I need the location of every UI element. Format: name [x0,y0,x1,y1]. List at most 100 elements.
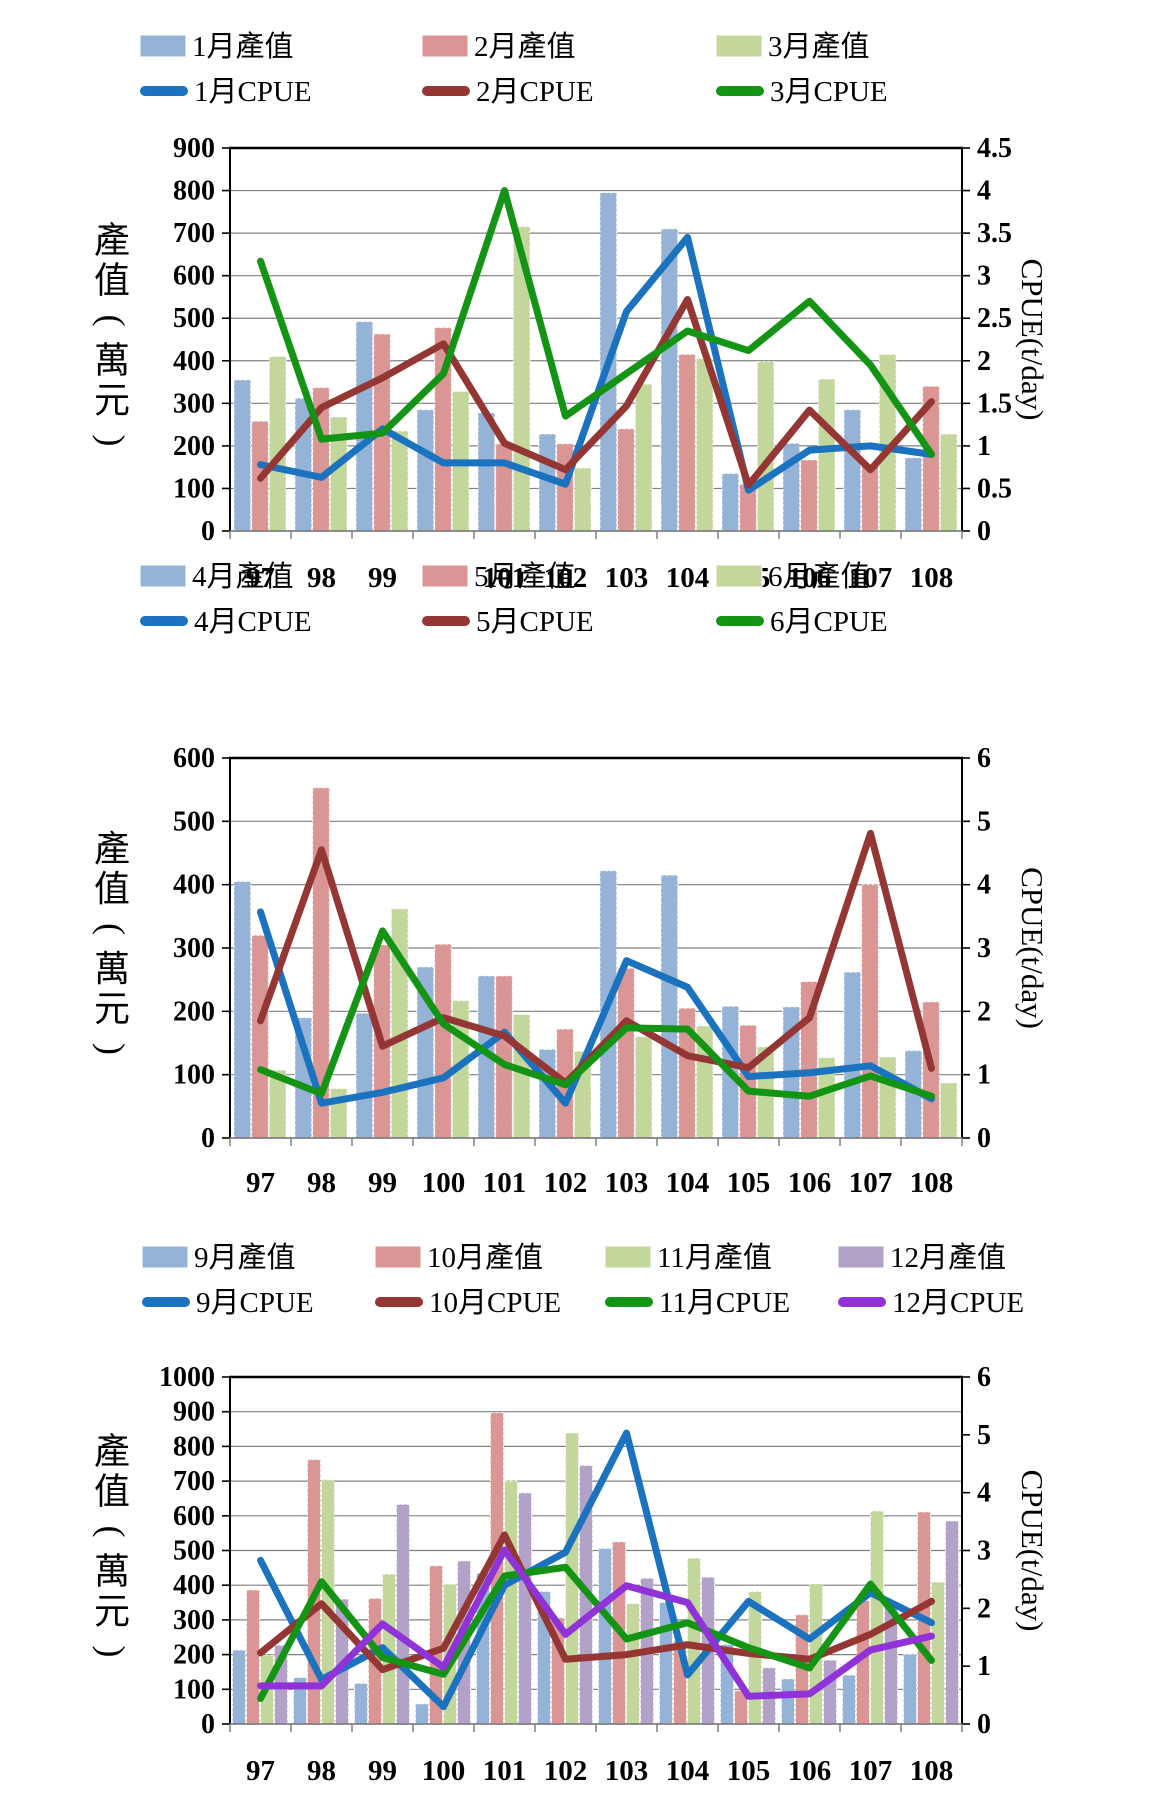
x-axis-label-105: 105 [727,1167,771,1199]
line-3月CPUE [257,187,935,458]
legend-swatch-6月產值 [715,564,763,588]
right-axis-tick-label: 1.5 [977,388,1012,419]
legend-item-3月CPUE: 3月CPUE [716,76,888,108]
chart-3: 9月產值 10月產值 11月產值 12月產值 9月CPUE 10月CPUE 11月CPUE 1… [92,1241,1050,1787]
legend-item-3月產值: 3月產值 [715,30,870,63]
bar-series [232,1412,959,1725]
left-axis-title-char: 元 [94,989,130,1029]
x-axis-label-99: 99 [368,1167,397,1199]
bar-3月產值-104 [695,358,714,532]
right-axis-tick-label: 4.5 [977,133,1012,164]
legend: 4月產值 5月產值 6月產值 4月CPUE 5月CPUE 6月CPUE [139,560,888,638]
bar-9月產值-106 [781,1678,795,1725]
legend-swatch-2月CPUE [422,86,470,96]
right-axis-title: CPUE(t/day) [1015,867,1050,1029]
bar-1月產值-107 [843,409,862,532]
x-axis-label-99: 99 [368,1755,397,1787]
left-axis-title-char: 值 [94,261,130,301]
bar-9月產值-107 [842,1674,856,1725]
bar-11月產值-107 [870,1510,884,1725]
left-axis-title-char: ) [92,1646,132,1658]
legend: 9月產值 10月產值 11月產值 12月產值 9月CPUE 10月CPUE 11月CPUE 1… [141,1241,1024,1319]
bar-12月產值-108 [945,1520,959,1725]
left-axis-title-char: ) [92,435,132,447]
right-axis-tick-label: 2 [977,346,991,377]
bar-11月產值-104 [687,1557,701,1725]
x-axis-label-107: 107 [849,562,893,594]
x-axis-label-97: 97 [246,1167,275,1199]
axes [222,146,970,539]
x-axis-label-102: 102 [544,1167,588,1199]
left-axis-title-char: 產 [94,1432,130,1472]
bar-12月產值-101 [518,1492,532,1725]
left-axis-tick-label: 600 [173,743,215,774]
left-axis-title: 產值 (萬元) [92,221,132,447]
legend-label-9月CPUE: 9月CPUE [196,1287,314,1319]
right-axis-tick-label: 0 [977,1709,991,1740]
legend-swatch-11月產值 [604,1245,652,1269]
gridlines [230,1411,962,1690]
bar-6月產值-108 [939,1082,958,1139]
legend-label-12月產值: 12月產值 [890,1241,1006,1274]
legend-item-2月產值: 2月產值 [421,30,576,63]
legend-swatch-4月產值 [139,564,187,588]
legend-label-6月產值: 6月產值 [768,560,870,593]
legend-swatch-5月CPUE [422,616,470,626]
legend-item-5月產值: 5月產值 [421,560,576,593]
bar-3月產值-105 [756,361,775,532]
right-axis-tick-label: 5 [977,1420,991,1451]
left-axis-title-char: ( [92,923,132,935]
legend-swatch-4月CPUE [140,616,188,626]
bar-4月產值-104 [660,874,679,1139]
left-axis-tick-label: 0 [201,1123,215,1154]
legend-label-10月CPUE: 10月CPUE [429,1287,561,1319]
x-axis-label-103: 103 [605,562,649,594]
right-axis-tick-label: 1 [977,1651,991,1682]
right-axis-tick-label: 5 [977,806,991,837]
left-axis-tick-label: 300 [173,1605,215,1636]
x-axis-label-98: 98 [307,1755,336,1787]
left-axis-tick-label: 200 [173,996,215,1027]
x-axis-label-106: 106 [788,1755,832,1787]
legend-item-12月CPUE: 12月CPUE [838,1287,1024,1319]
right-axis-tick-label: 0 [977,516,991,547]
legend-item-2月CPUE: 2月CPUE [422,76,594,108]
x-axis-label-108: 108 [910,1167,954,1199]
line-series [257,1429,935,1711]
left-axis-tick-label: 500 [173,806,215,837]
legend-item-10月CPUE: 10月CPUE [375,1287,561,1319]
left-axis-tick-label: 400 [173,1570,215,1601]
left-axis-title-char: ) [92,1043,132,1055]
right-axis-tick-label: 3 [977,933,991,964]
legend-item-4月產值: 4月產值 [139,560,294,593]
left-axis-tick-label: 100 [173,473,215,504]
legend-label-11月CPUE: 11月CPUE [659,1287,790,1319]
line-11月CPUE [257,1563,935,1703]
right-axis-title: CPUE(t/day) [1015,1470,1050,1632]
bar-1月產值-97 [233,379,252,532]
bar-2月產值-101 [495,443,513,532]
left-axis-tick-label: 800 [173,1431,215,1462]
bar-series [233,192,958,532]
bar-9月產值-99 [354,1682,368,1725]
x-axis-label-106: 106 [788,1167,832,1199]
x-axis-label-101: 101 [483,562,527,594]
legend-swatch-12月CPUE [838,1297,886,1307]
left-axis-tick-label: 600 [173,261,215,292]
x-axis-label-102: 102 [544,562,588,594]
legend-swatch-2月產值 [421,34,469,58]
bar-12月產值-106 [823,1659,837,1725]
x-axis-label-98: 98 [307,1167,336,1199]
left-axis-title-char: 元 [94,381,130,421]
right-axis-tick-label: 6 [977,743,991,774]
line-2月CPUE [257,295,935,489]
bar-9月產值-108 [903,1653,917,1725]
left-axis-title-char: 產 [94,221,130,261]
legend-label-3月產值: 3月產值 [768,30,870,63]
left-axis-title: 產值 (萬元) [92,829,132,1055]
bar-10月產值-97 [246,1589,260,1725]
bar-9月產值-100 [415,1703,429,1725]
legend-label-12月CPUE: 12月CPUE [892,1287,1024,1319]
left-axis-title-char: 萬 [94,341,130,381]
